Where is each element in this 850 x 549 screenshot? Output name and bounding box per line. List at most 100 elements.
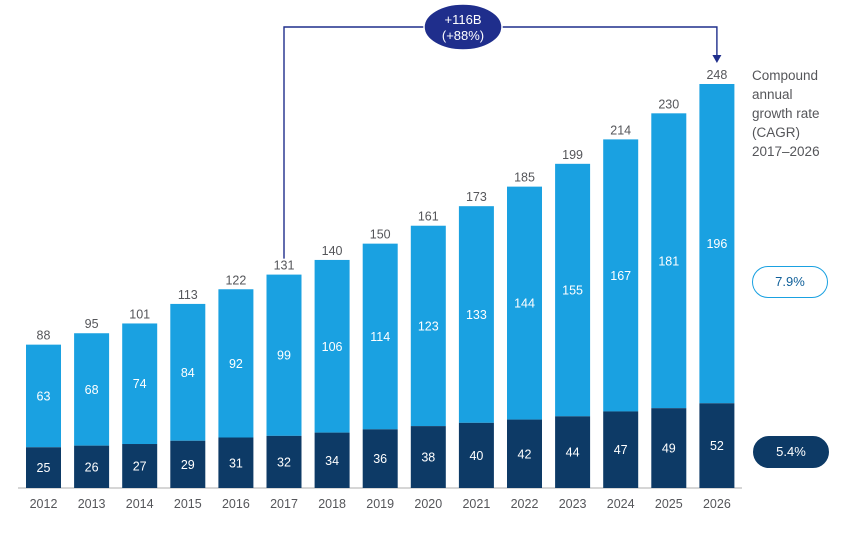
cagr-rate-bottom-series: 5.4% xyxy=(753,436,829,468)
bar-total-label: 88 xyxy=(37,329,51,343)
bar-segment-dark xyxy=(555,416,591,488)
bar-total-label: 140 xyxy=(322,244,343,258)
bar-total-label: 101 xyxy=(129,307,150,321)
bar-total-label: 173 xyxy=(466,190,487,204)
bar-value-light: 68 xyxy=(85,383,99,397)
bar-value-light: 99 xyxy=(277,349,291,363)
bar-value-light: 106 xyxy=(322,340,343,354)
bar-segment-dark xyxy=(122,444,158,488)
x-tick-label: 2015 xyxy=(174,497,202,511)
bar-value-light: 181 xyxy=(658,254,679,268)
bar-value-dark: 42 xyxy=(518,447,532,461)
bar-segment-dark xyxy=(603,411,639,488)
bar-segment-light xyxy=(74,333,110,446)
bar-total-label: 95 xyxy=(85,317,99,331)
bar-segment-dark xyxy=(699,403,735,488)
growth-annotation: +116B (+88%) xyxy=(283,3,722,259)
bar-total-label: 131 xyxy=(274,259,295,273)
bar-segment-light xyxy=(699,84,735,404)
bar-segment-light xyxy=(555,163,591,417)
bar-value-light: 196 xyxy=(706,237,727,251)
x-tick-label: 2014 xyxy=(126,497,154,511)
annotation-oval xyxy=(423,3,503,51)
bar-value-light: 84 xyxy=(181,366,195,380)
bar-total-label: 230 xyxy=(658,97,679,111)
bar-segment-dark xyxy=(170,440,206,488)
bar-value-light: 92 xyxy=(229,357,243,371)
bar-value-dark: 25 xyxy=(37,461,51,475)
x-tick-label: 2012 xyxy=(30,497,58,511)
x-tick-label: 2026 xyxy=(703,497,731,511)
bar-total-label: 248 xyxy=(706,68,727,82)
bar-value-dark: 27 xyxy=(133,460,147,474)
bar-segment-light xyxy=(122,323,158,445)
bar-value-light: 167 xyxy=(610,269,631,283)
annotation-line-2: (+88%) xyxy=(442,28,484,43)
bar-value-dark: 26 xyxy=(85,460,99,474)
bar-value-dark: 36 xyxy=(373,452,387,466)
bar-segment-dark xyxy=(362,429,398,488)
cagr-label: Compound annual growth rate (CAGR) 2017–… xyxy=(752,68,820,159)
bar-value-dark: 49 xyxy=(662,442,676,456)
bar-value-light: 123 xyxy=(418,319,439,333)
x-tick-label: 2019 xyxy=(366,497,394,511)
annotation-line-1: +116B xyxy=(445,12,482,27)
bar-segment-light xyxy=(26,344,61,448)
bar-total-label: 161 xyxy=(418,210,439,224)
bar-segment-light xyxy=(266,274,302,436)
bar-value-dark: 38 xyxy=(421,451,435,465)
bar-segment-light xyxy=(651,113,687,409)
bar-value-dark: 29 xyxy=(181,458,195,472)
x-tick-label: 2018 xyxy=(318,497,346,511)
bar-total-label: 199 xyxy=(562,148,583,162)
bar-value-light: 74 xyxy=(133,377,147,391)
bar-total-label: 214 xyxy=(610,123,631,137)
bar-segment-light xyxy=(314,259,350,433)
bar-segment-dark xyxy=(266,435,302,488)
x-tick-label: 2013 xyxy=(78,497,106,511)
bar-segment-dark xyxy=(410,426,446,488)
bar-value-dark: 34 xyxy=(325,454,339,468)
bar-segment-dark xyxy=(74,445,110,488)
x-tick-label: 2025 xyxy=(655,497,683,511)
bar-segment-dark xyxy=(507,419,542,488)
bar-total-label: 185 xyxy=(514,171,535,185)
annotation-arrow-head xyxy=(712,55,722,63)
bar-value-light: 114 xyxy=(370,330,390,344)
bar-segment-light xyxy=(362,243,398,430)
cagr-rate-top-series: 7.9% xyxy=(752,266,828,298)
x-tick-label: 2022 xyxy=(511,497,539,511)
x-tick-label: 2024 xyxy=(607,497,635,511)
bar-value-dark: 31 xyxy=(229,456,243,470)
x-tick-label: 2016 xyxy=(222,497,250,511)
bar-total-label: 113 xyxy=(178,288,198,302)
bar-value-dark: 40 xyxy=(469,449,483,463)
x-tick-label: 2020 xyxy=(414,497,442,511)
bar-segment-dark xyxy=(314,432,350,488)
bar-segment-light xyxy=(458,206,494,423)
bar-segment-light xyxy=(170,303,206,441)
bar-segment-light xyxy=(507,186,542,420)
bar-value-light: 155 xyxy=(562,284,583,298)
x-tick-label: 2021 xyxy=(462,497,490,511)
bar-value-dark: 44 xyxy=(566,446,580,460)
bar-value-dark: 52 xyxy=(710,439,724,453)
bars-group: 25 63 88 2012 26 68 95 2013 27 74 101 2014 29 84 113 20… xyxy=(26,68,735,511)
bar-segment-light xyxy=(218,289,254,438)
bar-segment-dark xyxy=(458,422,494,488)
bar-value-light: 144 xyxy=(514,297,535,311)
bar-segment-dark xyxy=(218,437,254,488)
bar-segment-light xyxy=(603,139,639,412)
bar-segment-dark xyxy=(651,408,687,488)
bar-segment-light xyxy=(410,225,446,427)
bar-value-light: 63 xyxy=(37,389,51,403)
bar-segment-dark xyxy=(26,447,61,488)
x-tick-label: 2017 xyxy=(270,497,298,511)
bar-value-light: 133 xyxy=(466,308,487,322)
bar-value-dark: 47 xyxy=(614,443,628,457)
bar-total-label: 122 xyxy=(225,273,246,287)
bar-value-dark: 32 xyxy=(277,455,291,469)
bar-total-label: 150 xyxy=(370,228,391,242)
x-tick-label: 2023 xyxy=(559,497,587,511)
